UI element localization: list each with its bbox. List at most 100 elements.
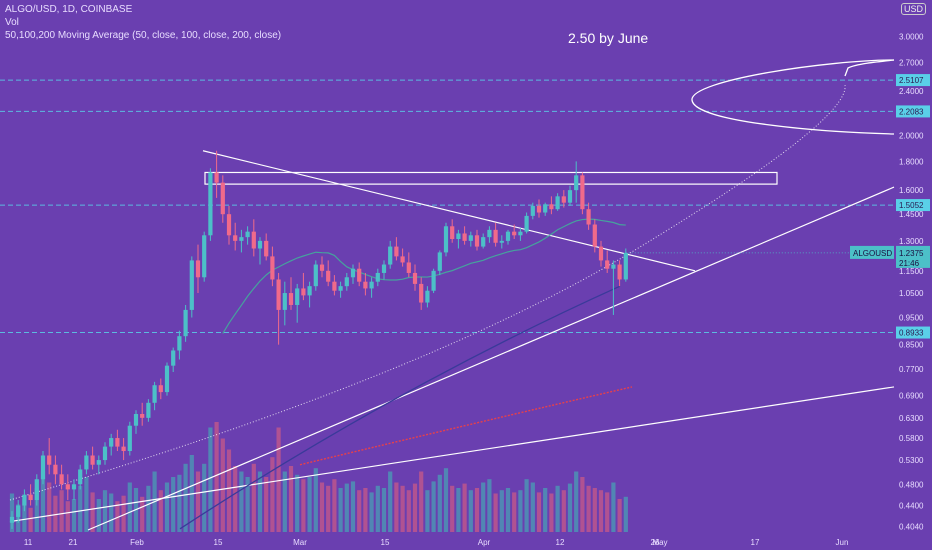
candle-body xyxy=(202,235,207,278)
volume-bar xyxy=(220,438,225,532)
y-tick-label: 0.6900 xyxy=(899,392,924,401)
candle-body xyxy=(611,264,616,269)
volume-bar xyxy=(53,495,58,532)
candle-body xyxy=(276,279,281,310)
price-badge-value: 1.2375 xyxy=(899,249,924,258)
ma-50-line xyxy=(222,218,626,334)
candle-body xyxy=(96,460,101,465)
volume-bar xyxy=(450,485,455,532)
candle-body xyxy=(598,246,604,261)
target-ellipse xyxy=(691,59,895,135)
volume-bar xyxy=(536,492,542,532)
volume-bar xyxy=(245,477,250,532)
candle-body xyxy=(109,438,114,447)
volume-bar xyxy=(65,501,70,532)
candle-body xyxy=(226,214,232,236)
volume-bar xyxy=(419,471,424,532)
volume-bar xyxy=(363,488,368,532)
candle-body xyxy=(419,283,424,303)
supply-zone-rectangle xyxy=(204,171,778,185)
candle-body xyxy=(344,277,349,287)
level-label: 2.5107 xyxy=(899,76,924,85)
candle-body xyxy=(177,336,182,351)
volume-bar xyxy=(233,466,238,532)
y-tick-label: 0.4040 xyxy=(899,522,924,531)
y-tick-label: 1.6000 xyxy=(899,186,924,195)
candle-body xyxy=(195,260,201,278)
candle-body xyxy=(239,237,244,241)
volume-bar xyxy=(326,485,331,532)
candle-body xyxy=(400,256,405,263)
volume-bar xyxy=(102,490,108,532)
volume-bar xyxy=(388,471,393,532)
candle-body xyxy=(425,290,430,303)
y-tick-label: 2.0000 xyxy=(899,132,924,141)
volume-bar xyxy=(431,481,436,532)
candle-body xyxy=(78,469,83,485)
candle-body xyxy=(388,246,393,265)
candle-body xyxy=(288,293,294,305)
volume-bar xyxy=(307,477,312,532)
volume-bar xyxy=(518,490,523,532)
symbol-badge-box xyxy=(850,245,894,259)
candle-body xyxy=(84,455,89,470)
candle-body xyxy=(450,226,455,239)
candle-body xyxy=(617,264,622,280)
candle-body xyxy=(295,288,300,305)
ma-200-line xyxy=(299,386,633,466)
candle-body xyxy=(369,281,374,289)
volume-indicator-label: Vol xyxy=(5,17,19,28)
y-tick-label: 2.4000 xyxy=(899,87,924,96)
candle-body xyxy=(164,365,170,393)
candle-body xyxy=(592,224,597,247)
candle-body xyxy=(357,268,362,282)
price-badge-countdown: 21:46 xyxy=(899,259,920,268)
x-tick-label: Jun xyxy=(836,538,849,547)
annotation-text: 2.50 by June xyxy=(568,30,649,46)
level-label: 0.8933 xyxy=(899,329,924,338)
candle-body xyxy=(406,262,411,273)
volume-bar xyxy=(257,471,263,532)
candle-body xyxy=(437,252,442,271)
volume-bar xyxy=(313,468,318,532)
candle-body xyxy=(307,286,312,296)
volume-bar xyxy=(90,492,95,532)
volume-bar xyxy=(28,507,33,532)
candle-body xyxy=(282,293,287,310)
volume-bar xyxy=(530,482,535,532)
volume-bar xyxy=(338,488,343,532)
currency-selector[interactable]: USD xyxy=(900,3,926,15)
y-tick-label: 0.6300 xyxy=(899,414,924,423)
candle-body xyxy=(90,455,95,465)
candle-body xyxy=(543,204,548,213)
volume-bar xyxy=(96,499,101,532)
volume-bar xyxy=(59,490,64,532)
symbol-badge: ALGOUSD xyxy=(853,249,892,258)
descending-trendline xyxy=(202,150,696,272)
price-axis xyxy=(894,0,932,550)
volume-bar xyxy=(462,483,467,532)
volume-bar xyxy=(239,471,244,532)
y-tick-label: 2.7000 xyxy=(899,58,924,67)
candle-body xyxy=(301,288,306,296)
volume-bar xyxy=(474,488,480,532)
candle-body xyxy=(183,309,188,337)
volume-bar xyxy=(140,496,145,532)
volume-bar xyxy=(543,488,548,532)
candle-body xyxy=(431,270,436,291)
x-tick-label: May xyxy=(652,538,667,547)
volume-bar xyxy=(592,488,597,532)
long-term-trendline xyxy=(9,386,895,523)
volume-bar xyxy=(226,449,232,532)
candle-body xyxy=(530,205,535,216)
moving-average-indicator-label: 50,100,200 Moving Average (50, close, 10… xyxy=(5,30,282,41)
candle-body xyxy=(22,494,27,506)
candle-body xyxy=(505,231,511,241)
candle-body xyxy=(350,268,356,278)
volume-bar xyxy=(611,482,616,532)
candle-body xyxy=(524,215,529,232)
level-label-box xyxy=(896,105,930,118)
candle-body xyxy=(338,286,343,291)
